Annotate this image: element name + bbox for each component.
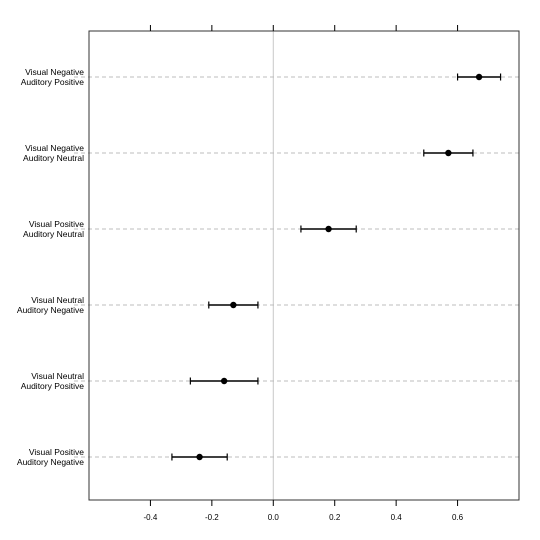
row-label-line1: Visual Positive [29, 219, 84, 229]
point-estimate [220, 377, 228, 385]
plot-frame [88, 30, 520, 501]
point-estimate [325, 225, 332, 233]
row-label-line2: Auditory Positive [21, 77, 85, 87]
x-tick-label: 0.6 [452, 513, 464, 522]
point-estimate [475, 73, 483, 81]
row-label-line2: Auditory Neutral [23, 229, 84, 239]
row-label-line2: Auditory Negative [17, 305, 84, 315]
row-label-line2: Auditory Negative [17, 457, 84, 467]
point-estimate [196, 453, 203, 461]
row-label-line2: Auditory Neutral [23, 153, 84, 163]
x-tick-label: -0.4 [144, 513, 158, 522]
x-tick-label: -0.2 [205, 513, 219, 522]
row-label-line1: Visual Positive [29, 447, 84, 457]
row-label-line1: Visual Neutral [31, 371, 84, 381]
point-estimate [230, 301, 237, 309]
row-label-line1: Visual Negative [25, 67, 84, 77]
x-tick-label: 0.0 [268, 513, 280, 522]
x-tick-label: 0.4 [391, 513, 403, 522]
x-tick-label: 0.2 [329, 513, 341, 522]
row-label-line2: Auditory Positive [21, 381, 85, 391]
row-label-line1: Visual Neutral [31, 295, 84, 305]
row-label-line1: Visual Negative [25, 143, 84, 153]
point-estimate [445, 149, 452, 157]
